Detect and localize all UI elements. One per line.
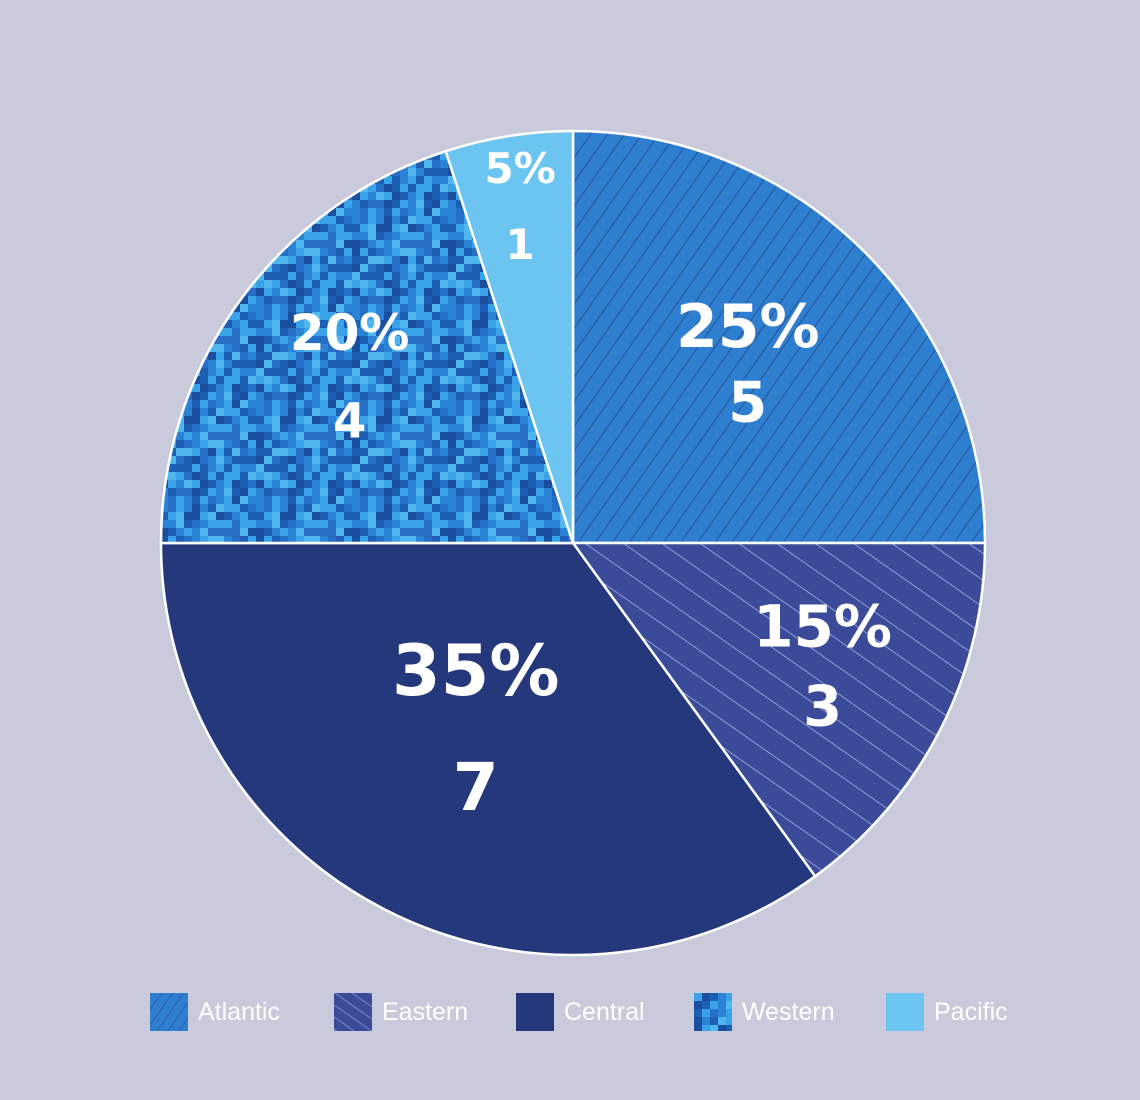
slice-percent-label-western: 20% bbox=[290, 304, 410, 362]
legend-item-atlantic: Atlantic bbox=[150, 992, 280, 1032]
legend-item-western: Western bbox=[694, 992, 835, 1032]
legend-swatch-pacific bbox=[886, 993, 924, 1031]
pie-slice-labels: 25% 5 15% 3 35% 7 20% 4 5% 1 bbox=[290, 144, 892, 826]
legend-label-western: Western bbox=[742, 997, 835, 1026]
slice-percent-label-eastern: 15% bbox=[753, 592, 892, 660]
slice-count-label-western: 4 bbox=[333, 394, 366, 450]
slice-percent-label-pacific: 5% bbox=[484, 144, 555, 193]
legend-swatch-central bbox=[516, 993, 554, 1031]
slice-count-label-eastern: 3 bbox=[803, 674, 842, 739]
legend-label-eastern: Eastern bbox=[382, 997, 469, 1026]
chart-legend: Atlantic Eastern Central Western Pacific bbox=[0, 992, 1140, 1042]
pie-chart-svg: 25% 5 15% 3 35% 7 20% 4 5% 1 bbox=[159, 129, 987, 957]
pie-slice-central bbox=[159, 541, 817, 957]
legend-item-central: Central bbox=[516, 992, 645, 1032]
pie-slice-western bbox=[159, 149, 575, 545]
slice-count-label-central: 7 bbox=[453, 749, 499, 826]
pie-slice-pacific bbox=[444, 129, 575, 545]
pie-slices bbox=[159, 129, 987, 957]
legend-swatch-western bbox=[694, 993, 732, 1031]
legend-swatch-eastern bbox=[334, 993, 372, 1031]
legend-label-pacific: Pacific bbox=[934, 997, 1008, 1026]
pie-slice-eastern bbox=[571, 541, 987, 878]
legend-label-central: Central bbox=[564, 997, 645, 1026]
slice-count-label-atlantic: 5 bbox=[728, 370, 767, 435]
legend-item-pacific: Pacific bbox=[886, 992, 1008, 1032]
legend-label-atlantic: Atlantic bbox=[198, 997, 280, 1026]
slice-percent-label-central: 35% bbox=[392, 630, 560, 712]
legend-item-eastern: Eastern bbox=[334, 992, 468, 1032]
slice-count-label-pacific: 1 bbox=[506, 220, 535, 269]
legend-swatch-atlantic bbox=[150, 993, 188, 1031]
pie-slice-atlantic bbox=[571, 129, 987, 545]
slice-percent-label-atlantic: 25% bbox=[676, 292, 820, 362]
